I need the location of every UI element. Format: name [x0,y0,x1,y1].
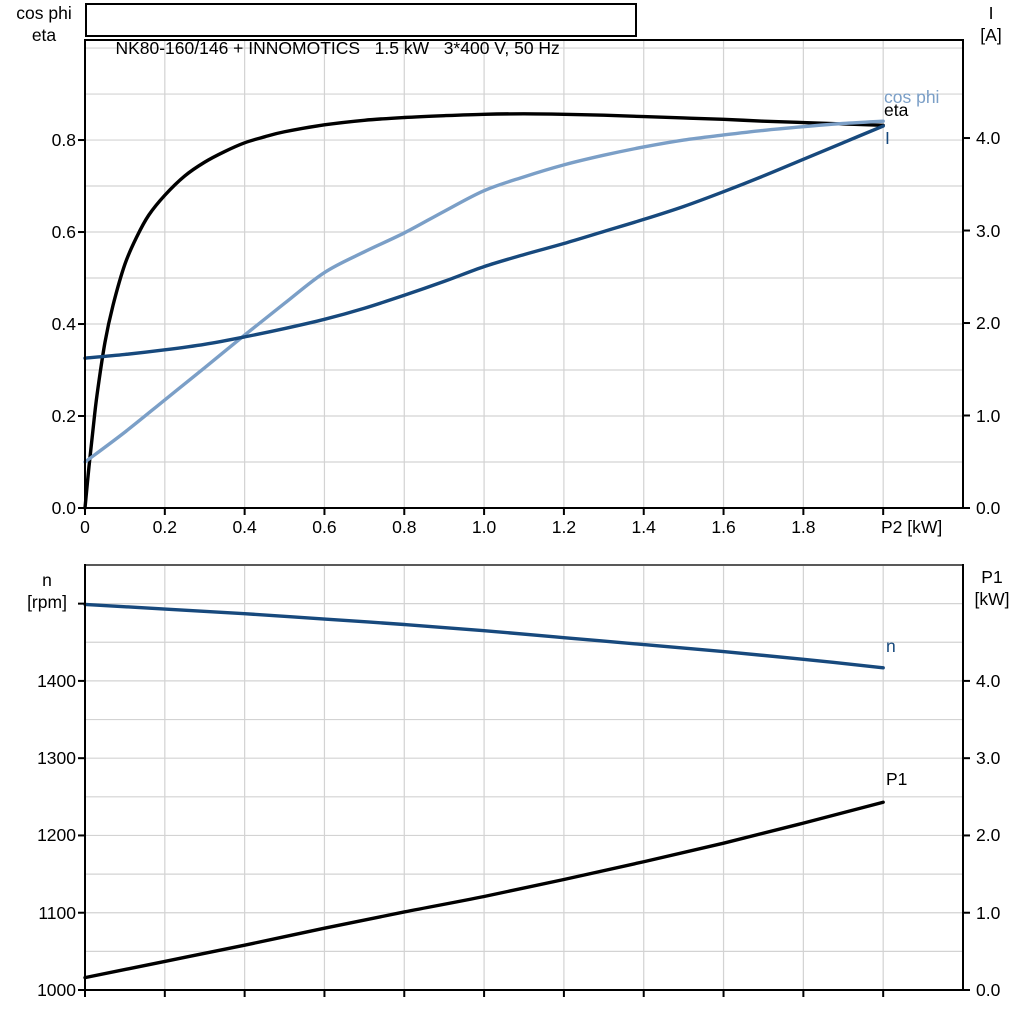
tick-label: 0.4 [232,517,257,537]
tick-label: 0.6 [51,222,76,243]
tick-label: 4.0 [976,670,1001,691]
tick-label: 1200 [37,825,76,846]
tick-label: 0.6 [312,517,337,537]
curve-label-speed: n [886,636,896,656]
curve-eta [83,112,885,510]
right-axis-title-line2: [A] [980,25,1002,45]
tick-label: 1.6 [711,517,736,537]
top-right-axis-title: I [A] [961,2,1021,46]
tick-label: 2.0 [976,825,1001,846]
curve-label-current: I [885,128,890,148]
tick-label: 1100 [38,902,76,923]
tick-label: 4.0 [976,128,1001,149]
curve-n [83,602,885,670]
tick-label: 1.2 [551,517,577,537]
tick-label: 1.4 [631,517,656,537]
tick-label: 2.0 [976,313,1001,334]
tick-label: 0 [80,517,90,537]
left-axis-title-line2: eta [31,25,57,45]
bottom-left-axis-title: n [rpm] [8,569,86,613]
tick-label: 3.0 [976,748,1001,769]
curve-label-eta: eta [884,100,909,120]
tick-label: 1.0 [471,517,497,537]
p1-axis-title-line2: [kW] [974,589,1010,609]
curve-I [83,124,885,360]
tick-label: 0.8 [392,517,417,537]
tick-label: 1300 [37,748,76,769]
bottom-right-axis-title: P1 [kW] [961,566,1023,610]
curve-label-cos-phi: cos phi [884,87,940,107]
curve-cos-phi [83,119,885,464]
tick-label: 1000 [37,980,76,1000]
tick-label: 1400 [37,670,76,691]
left-axis-title-line1: cos phi [16,3,72,23]
curve-label-p1: P1 [886,769,908,789]
tick-label: 0.2 [51,406,76,426]
chart-title: NK80-160/146 + INNOMOTICS 1.5 kW 3*400 V… [115,38,560,58]
tick-label: 0.8 [51,130,76,151]
rpm-axis-title-line1: n [42,570,52,590]
top-left-axis-title: cos phi eta [0,2,88,46]
p1-axis-title-line1: P1 [981,567,1003,587]
tick-label: 0.0 [976,498,1001,518]
curve-P1 [83,800,885,980]
chart-title-box: NK80-160/146 + INNOMOTICS 1.5 kW 3*400 V… [85,3,637,58]
tick-label: 0.2 [152,517,177,537]
right-axis-title-line1: I [988,3,994,23]
rpm-axis-title-line2: [rpm] [27,592,67,612]
tick-label: 1.0 [976,405,1001,426]
tick-label: 0.4 [51,314,76,335]
x-axis-title: P2 [kW] [881,517,943,537]
tick-label: 0.0 [976,980,1001,1000]
tick-label: 0.0 [51,498,76,518]
tick-label: 1.8 [791,517,816,537]
tick-label: 1.0 [976,902,1001,923]
tick-label: 3.0 [976,220,1001,241]
